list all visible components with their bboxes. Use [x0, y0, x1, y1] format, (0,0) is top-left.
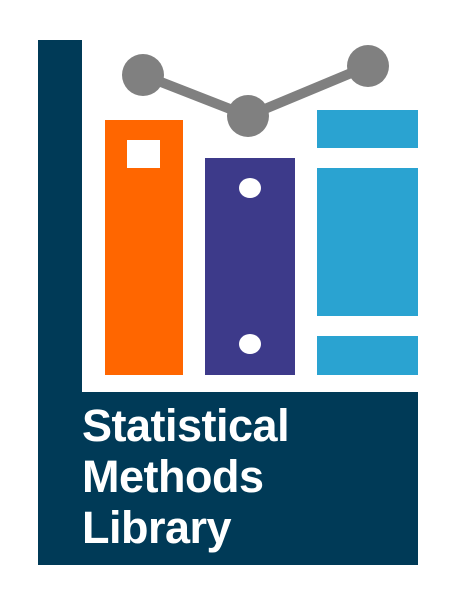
- logo-line-statistical: Statistical: [82, 400, 290, 451]
- chart-node-3: [347, 45, 389, 87]
- logo-wordmark: Statistical Methods Library: [82, 400, 290, 553]
- book-blue-icon: [317, 110, 418, 375]
- frame-bottom-panel: [38, 392, 418, 565]
- logo-line-library: Library: [82, 502, 232, 553]
- book-orange-icon: [105, 120, 183, 375]
- chart-node-2: [227, 95, 269, 137]
- book-purple-icon: [205, 158, 295, 375]
- logo-line-methods: Methods: [82, 451, 264, 502]
- line-chart-nodes-icon: [122, 45, 389, 137]
- chart-node-1: [122, 54, 164, 96]
